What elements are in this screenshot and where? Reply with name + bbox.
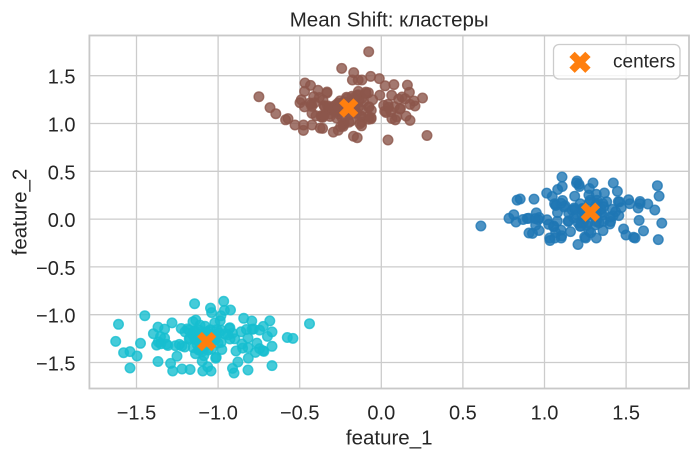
svg-text:−1.0: −1.0 <box>36 306 75 328</box>
svg-text:−0.5: −0.5 <box>36 258 75 280</box>
svg-text:−1.5: −1.5 <box>36 354 75 376</box>
svg-text:−1.0: −1.0 <box>198 403 237 425</box>
svg-text:0.5: 0.5 <box>449 403 477 425</box>
svg-text:feature_2: feature_2 <box>9 169 32 256</box>
svg-text:1.5: 1.5 <box>48 67 76 89</box>
svg-text:centers: centers <box>613 52 675 73</box>
svg-text:0.5: 0.5 <box>48 162 76 184</box>
svg-text:Mean Shift: кластеры: Mean Shift: кластеры <box>290 9 489 32</box>
svg-text:0.0: 0.0 <box>367 403 395 425</box>
svg-text:1.5: 1.5 <box>612 403 640 425</box>
svg-text:−1.5: −1.5 <box>117 403 156 425</box>
svg-text:feature_1: feature_1 <box>346 427 433 450</box>
svg-text:−0.5: −0.5 <box>280 403 319 425</box>
svg-text:1.0: 1.0 <box>531 403 559 425</box>
svg-text:1.0: 1.0 <box>48 115 76 137</box>
svg-text:0.0: 0.0 <box>48 210 76 232</box>
